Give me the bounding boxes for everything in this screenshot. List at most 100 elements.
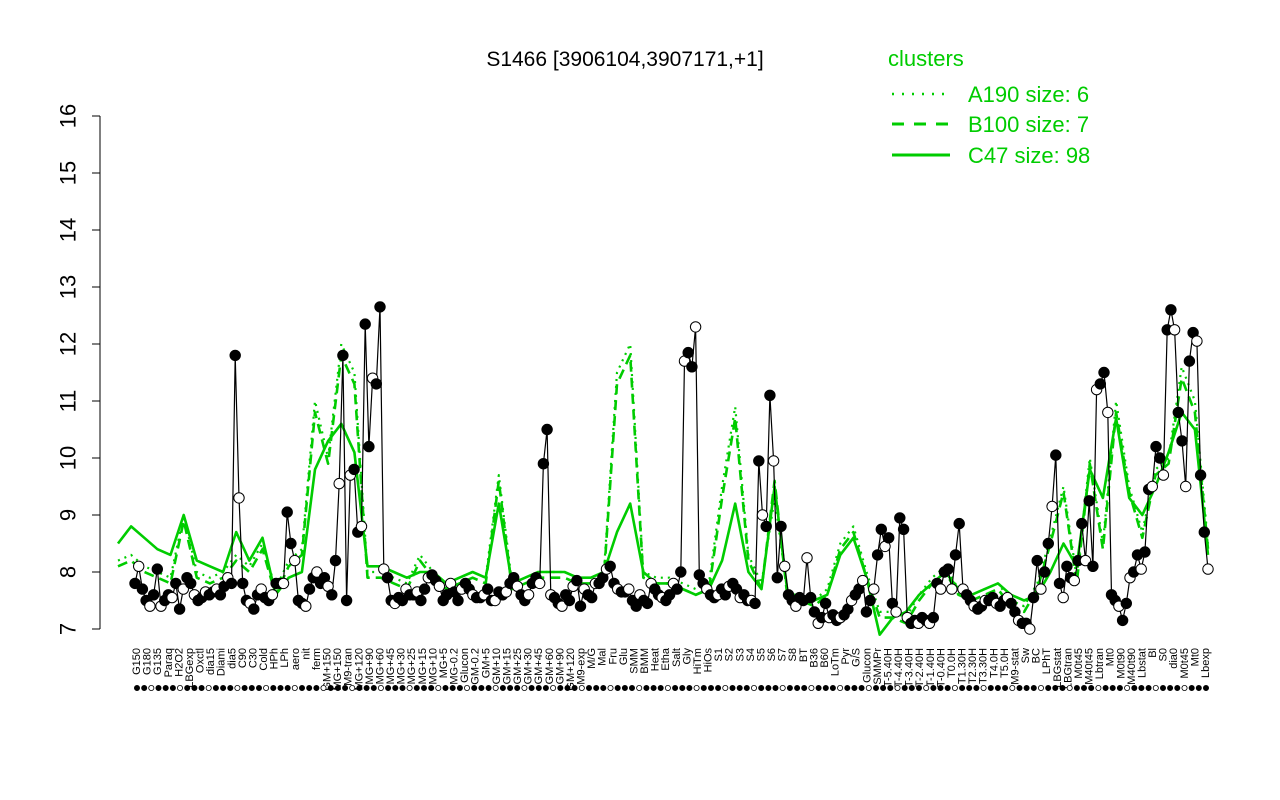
rug-mark — [133, 685, 140, 692]
x-tick-label: Cold — [258, 648, 270, 671]
x-tick-label: HiTm — [692, 648, 704, 674]
rug-mark — [155, 685, 162, 692]
x-tick-label: T0.0H — [946, 648, 958, 678]
x-tick-label: Sw — [1020, 648, 1032, 663]
legend-entry-b100: B100 size: 7 — [968, 112, 1089, 137]
data-point — [1038, 566, 1051, 578]
rug-mark — [851, 685, 858, 692]
x-tick-label: M/G — [586, 648, 598, 669]
rug-mark — [406, 685, 413, 692]
rug-mark — [722, 685, 729, 692]
rug-mark — [980, 685, 987, 692]
x-tick-label: MG-0.2 — [449, 648, 461, 685]
rug-mark — [1081, 685, 1088, 692]
data-point — [808, 606, 821, 618]
x-tick-label: dia0 — [1168, 648, 1180, 669]
data-point — [1102, 406, 1114, 419]
rug-mark — [1052, 685, 1059, 692]
x-tick-label: M40t90 — [1126, 648, 1138, 685]
rug-mark — [1188, 685, 1195, 692]
x-tick-label: LBGtran — [1062, 648, 1074, 689]
x-tick-label: MG+30 — [396, 648, 408, 684]
rug-mark — [937, 685, 944, 692]
rug-mark — [700, 685, 707, 692]
data-point — [953, 517, 965, 530]
rug-mark — [334, 685, 341, 692]
x-tick-label: Glucon — [861, 648, 873, 683]
data-point — [775, 520, 787, 533]
rug-mark — [808, 685, 815, 692]
rug-mark — [1124, 685, 1131, 692]
rug-mark — [1152, 685, 1159, 692]
data-point — [537, 458, 550, 470]
x-tick-label: C30 — [247, 648, 259, 668]
legend: clusters A190 size: 6 B100 size: 7 C47 s… — [888, 46, 1090, 168]
data-point — [764, 389, 776, 401]
x-tick-label: MG+10 — [427, 648, 439, 684]
x-tick-label: B60 — [819, 648, 831, 668]
x-tick-label: Etha — [660, 647, 672, 671]
rug-mark — [306, 685, 313, 692]
main-series — [129, 301, 1214, 635]
data-point — [671, 583, 683, 595]
rug-mark — [578, 685, 585, 692]
rug-mark — [442, 685, 449, 692]
rug-mark — [1145, 685, 1152, 692]
data-point — [623, 583, 635, 595]
x-tick-label: MG+5 — [438, 648, 450, 678]
rug-mark — [1066, 685, 1073, 692]
data-point — [942, 563, 954, 575]
rug-mark — [255, 685, 262, 692]
x-tick-label: MG+90 — [364, 648, 376, 684]
data-point — [1098, 366, 1110, 379]
rug-mark — [349, 685, 356, 692]
x-tick-label: BC — [1031, 648, 1043, 663]
rug-mark — [586, 685, 593, 692]
rug-mark — [959, 685, 966, 692]
x-tick-label: M9-stat — [1010, 648, 1022, 685]
data-point — [418, 583, 431, 595]
x-tick-label: Heat — [650, 648, 662, 671]
x-tick-label: MG+45 — [385, 648, 397, 684]
data-point — [663, 589, 676, 601]
rug-mark — [1102, 685, 1109, 692]
data-point — [871, 549, 884, 561]
data-point — [522, 589, 535, 601]
data-point — [1172, 406, 1185, 419]
rug-mark — [1009, 685, 1016, 692]
rug-mark — [521, 685, 528, 692]
x-tick-label: T-0.40H — [935, 648, 947, 687]
rug-mark — [786, 685, 793, 692]
rug-mark — [320, 685, 327, 692]
rug-mark — [629, 685, 636, 692]
rug-mark — [650, 685, 657, 692]
rug-mark — [169, 685, 176, 692]
x-ticks: G150G180G135ParaqH2O2LBGexpOxctldia15Dia… — [131, 647, 1212, 692]
data-point — [133, 560, 145, 572]
rug-mark — [1073, 685, 1080, 692]
data-point — [586, 591, 598, 604]
rug-mark — [356, 685, 363, 692]
rug-mark — [1131, 685, 1138, 692]
x-tick-label: GM+90 — [554, 648, 566, 684]
x-tick-label: S3 — [734, 648, 746, 661]
rug-mark — [758, 685, 765, 692]
data-point — [370, 378, 382, 390]
y-tick-label: 14 — [56, 218, 81, 242]
x-tick-label: T1.30H — [957, 648, 969, 684]
cluster-line-2 — [117, 354, 1210, 625]
rug-mark — [277, 685, 284, 692]
rug-mark — [930, 685, 937, 692]
x-tick-label: LBGexp — [184, 648, 196, 688]
data-point — [1157, 469, 1170, 481]
data-point — [229, 349, 241, 362]
rug-mark — [1059, 685, 1066, 692]
x-tick-label: ferm — [311, 648, 323, 670]
x-tick-label: S7 — [777, 648, 789, 661]
rug-mark — [621, 685, 628, 692]
x-tick-label: BT — [798, 648, 810, 662]
rug-mark — [944, 685, 951, 692]
x-tick-label: G150 — [131, 648, 143, 675]
rug-mark — [1109, 685, 1116, 692]
rug-mark — [428, 685, 435, 692]
